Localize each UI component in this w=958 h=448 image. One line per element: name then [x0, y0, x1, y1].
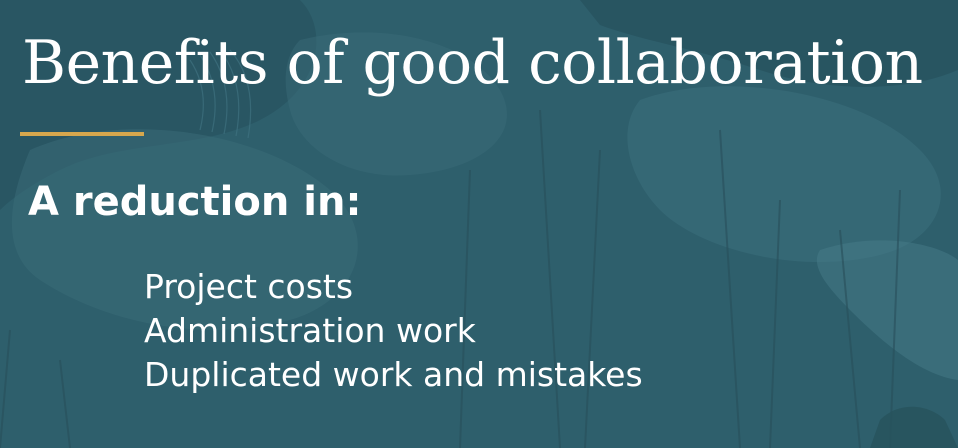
title-underline-rule	[20, 132, 144, 136]
list-item: Project costs	[144, 267, 354, 306]
benefit-list: Project costs Administration work Duplic…	[144, 265, 643, 397]
slide-title: Benefits of good collaboration	[22, 28, 923, 98]
subheading: A reduction in:	[28, 179, 362, 225]
list-item: Duplicated work and mistakes	[144, 355, 643, 394]
list-item: Administration work	[144, 311, 476, 350]
